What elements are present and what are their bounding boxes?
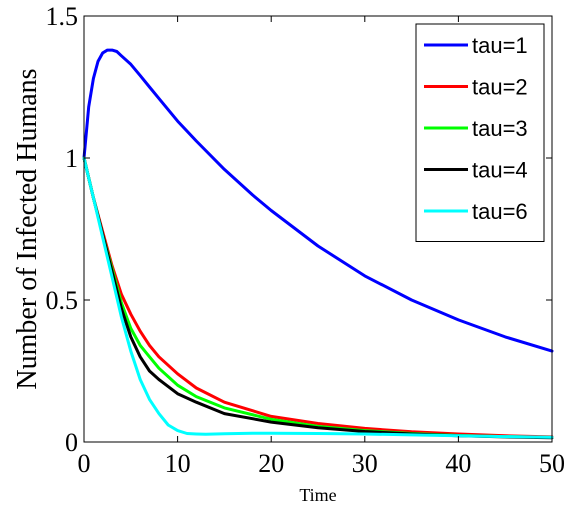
tick-labels: 0 10 20 30 40 50 0 0.5 1 1.5 (46, 2, 566, 478)
y-axis-label: Number of Infected Humans (12, 68, 43, 389)
y-tick-label: 1.5 (46, 2, 79, 31)
axes-box (83, 15, 553, 443)
series-line-1 (82, 48, 554, 353)
y-tick-label: 0 (65, 428, 78, 457)
x-tick-label: 40 (445, 449, 471, 478)
legend-label: tau=2 (472, 75, 528, 100)
legend-label: tau=1 (472, 33, 528, 58)
plot-lines (82, 48, 554, 440)
y-tick-label: 1 (65, 144, 78, 173)
x-tick-label: 30 (352, 449, 378, 478)
x-tick-label: 20 (258, 449, 284, 478)
x-tick-label: 10 (165, 449, 191, 478)
legend: tau=1 tau=2 tau=3 tau=4 tau=6 (415, 23, 545, 242)
legend-label: tau=4 (472, 158, 528, 183)
legend-label: tau=3 (472, 116, 528, 141)
x-tick-label: 0 (78, 449, 91, 478)
legend-label: tau=6 (472, 199, 528, 224)
y-tick-label: 0.5 (46, 286, 79, 315)
x-axis-label: Time (299, 485, 336, 505)
x-tick-label: 50 (539, 449, 565, 478)
series-line-5 (82, 156, 554, 439)
legend-box (415, 23, 545, 242)
ticks (83, 15, 553, 443)
